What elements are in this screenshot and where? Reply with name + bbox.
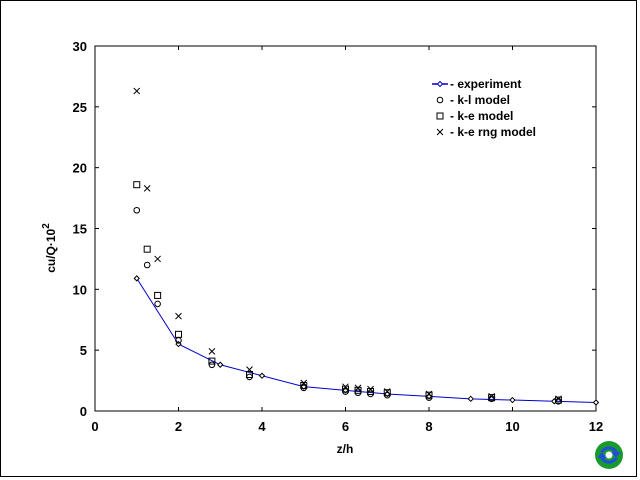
legend-marker	[436, 112, 444, 120]
y-axis-label-superscript: 2	[41, 223, 52, 229]
data-point	[133, 87, 141, 95]
x-marker-stroke	[555, 395, 562, 403]
x-marker-stroke	[143, 184, 151, 192]
data-point	[258, 372, 266, 379]
legend-marker	[436, 128, 444, 136]
data-point	[509, 396, 516, 404]
legend: - experiment - k-l model - k-e model - k-e …	[432, 77, 536, 139]
data-point	[555, 395, 562, 403]
series-0	[133, 275, 600, 406]
data-point	[143, 261, 151, 269]
circular-arrows-logo-icon	[595, 441, 623, 469]
legend-label: - k-l model	[450, 93, 510, 107]
y-tick-label: 25	[73, 100, 87, 115]
x-tick-label: 8	[425, 419, 432, 434]
data-point	[246, 366, 253, 373]
data-point	[208, 357, 216, 365]
data-point	[354, 384, 362, 392]
data-point	[133, 206, 141, 214]
tick-labels: 0 2 4 6 8 10 12 0 5 10 15 20 25 30	[73, 39, 604, 434]
data-point	[488, 394, 496, 402]
series-1	[133, 206, 562, 405]
data-point	[592, 399, 600, 406]
x-marker-stroke	[154, 255, 161, 263]
data-point	[143, 184, 151, 192]
series-3	[133, 87, 562, 403]
x-marker-stroke	[367, 385, 374, 393]
y-tick-label: 5	[80, 343, 87, 358]
data-point	[383, 389, 391, 397]
plot-area	[94, 45, 597, 412]
series-line	[136, 278, 597, 403]
x-tick-label: 12	[589, 419, 603, 434]
y-tick-label: 10	[73, 282, 87, 297]
legend-label: - k-e model	[450, 109, 513, 123]
data-point	[554, 396, 562, 404]
data-point	[342, 383, 349, 391]
y-tick-label: 0	[80, 404, 87, 419]
x-marker-stroke	[342, 383, 349, 391]
data-point	[425, 391, 433, 399]
series-2	[133, 181, 562, 404]
data-point	[217, 361, 224, 368]
data-point	[488, 393, 495, 400]
x-marker-stroke	[246, 366, 253, 373]
x-marker-stroke	[354, 384, 362, 392]
series-layer	[133, 87, 600, 406]
data-point	[175, 312, 182, 320]
x-marker-stroke	[175, 312, 182, 320]
x-marker-stroke	[425, 390, 433, 398]
x-marker-stroke	[300, 379, 308, 387]
data-point	[143, 245, 151, 253]
data-point	[425, 390, 433, 398]
data-point	[154, 300, 161, 308]
data-point	[246, 373, 253, 381]
data-point	[300, 379, 308, 387]
x-tick-label: 4	[258, 419, 266, 434]
data-point	[467, 395, 474, 403]
x-tick-label: 10	[505, 419, 519, 434]
x-marker-stroke	[133, 87, 141, 95]
legend-marker	[436, 80, 444, 88]
legend-label: - experiment	[450, 77, 521, 91]
y-tick-label: 15	[73, 222, 87, 237]
data-point	[133, 181, 141, 189]
x-marker-stroke	[436, 128, 444, 136]
data-point	[383, 388, 391, 395]
x-marker-stroke	[383, 388, 391, 395]
legend-marker	[436, 96, 444, 104]
legend-label: - k-e rng model	[450, 125, 536, 139]
x-axis-label: z/h	[337, 442, 354, 456]
data-point	[354, 389, 362, 397]
x-tick-label: 0	[91, 419, 98, 434]
y-tick-label: 30	[73, 39, 87, 54]
y-axis-label-main: cu/Q·10	[44, 228, 58, 272]
data-point	[133, 275, 140, 282]
data-point	[208, 361, 216, 369]
data-point	[175, 330, 182, 338]
x-tick-label: 6	[342, 419, 349, 434]
y-tick-label: 20	[73, 161, 87, 176]
y-axis-label: cu/Q·102	[41, 223, 58, 273]
x-marker-stroke	[488, 393, 495, 400]
x-marker-stroke	[208, 348, 216, 355]
data-point	[154, 291, 162, 299]
x-tick-label: 2	[175, 419, 182, 434]
plot-border	[94, 45, 597, 412]
data-point	[245, 371, 253, 378]
data-point	[367, 385, 374, 393]
data-point	[154, 255, 161, 263]
data-point	[208, 348, 216, 355]
